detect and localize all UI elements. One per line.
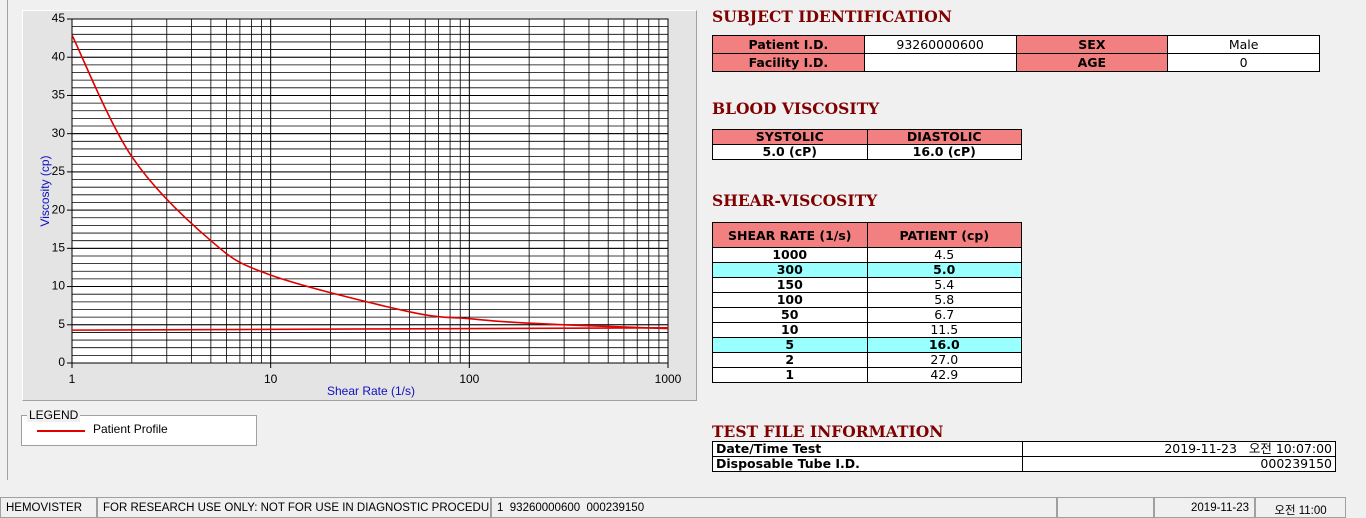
status-app: HEMOVISTER [0, 497, 97, 518]
chart: Shear Rate (1/s) Viscosity (cp) 0 5 10 15 20… [38, 11, 682, 398]
patient-cell: 16.0 [866, 337, 1022, 353]
shear-rate-cell: 100 [712, 292, 868, 308]
field-label: Patient I.D. [712, 35, 865, 54]
column-header: DIASTOLIC [866, 129, 1022, 145]
column-header: SHEAR RATE (1/s) [712, 222, 868, 248]
patient-cell: 4.5 [866, 247, 1022, 263]
table-row: Facility I.D. AGE 0 [712, 53, 1320, 72]
x-tick-label: 10 [264, 372, 278, 386]
shear-rate-cell: 10 [712, 322, 868, 338]
y-tick-label: 10 [52, 279, 66, 293]
shear-rate-cell: 2 [712, 352, 868, 368]
patient-cell: 5.0 [866, 262, 1022, 278]
table-row: 1000 4.5 [712, 247, 1022, 263]
section-title: TEST FILE INFORMATION [712, 422, 944, 441]
table-row: SYSTOLIC DIASTOLIC [712, 129, 1022, 145]
frame-left [7, 0, 8, 480]
column-header: SYSTOLIC [712, 129, 868, 145]
patient-cell: 27.0 [866, 352, 1022, 368]
status-notice: FOR RESEARCH USE ONLY: NOT FOR USE IN DI… [97, 497, 491, 518]
value-cell: 16.0 (cP) [866, 144, 1022, 160]
table-row: 100 5.8 [712, 292, 1022, 308]
status-empty [1057, 497, 1154, 518]
blood-table: SYSTOLIC DIASTOLIC 5.0 (cP) 16.0 (cP) [712, 129, 1022, 160]
status-record: 1 93260000600 000239150 [491, 497, 1057, 518]
plot-area [72, 19, 668, 363]
field-value: 0 [1167, 53, 1320, 72]
patient-cell: 5.8 [866, 292, 1022, 308]
table-row: 50 6.7 [712, 307, 1022, 323]
section-title: SHEAR-VISCOSITY [712, 191, 878, 210]
value-cell: 5.0 (cP) [712, 144, 868, 160]
info-value: 2019-11-23 오전 10:07:00 [1022, 441, 1336, 457]
table-row: 300 5.0 [712, 262, 1022, 278]
table-row: Disposable Tube I.D. 000239150 [712, 456, 1336, 472]
y-axis-label: Viscosity (cp) [38, 155, 52, 226]
x-tick-label: 1 [69, 372, 76, 386]
table-row: 5 16.0 [712, 337, 1022, 353]
info-value: 000239150 [1022, 456, 1336, 472]
field-value: 93260000600 [863, 35, 1017, 54]
field-value: Male [1167, 35, 1320, 54]
y-tick-label: 35 [52, 88, 66, 102]
status-time: 오전 11:00 [1255, 497, 1346, 518]
status-date: 2019-11-23 [1154, 497, 1255, 518]
y-tick-label: 40 [52, 49, 66, 63]
shear-rate-cell: 5 [712, 337, 868, 353]
y-tick-label: 30 [52, 126, 66, 140]
patient-cell: 42.9 [866, 367, 1022, 383]
shear-rate-cell: 1 [712, 367, 868, 383]
series-line [71, 327, 669, 331]
shear-rate-cell: 50 [712, 307, 868, 323]
test-file-table: Date/Time Test 2019-11-23 오전 10:07:00 Disp… [712, 441, 1336, 472]
info-label: Disposable Tube I.D. [712, 456, 1023, 472]
column-header: PATIENT (cp) [866, 222, 1022, 248]
y-tick-label: 15 [52, 241, 66, 255]
legend-label: Patient Profile [93, 422, 168, 436]
field-label: AGE [1015, 53, 1169, 72]
shear-table: SHEAR RATE (1/s) PATIENT (cp) 1000 4.5 300 5.… [712, 222, 1022, 383]
legend-swatch [37, 430, 85, 432]
table-row: 5.0 (cP) 16.0 (cP) [712, 144, 1022, 160]
y-tick-label: 5 [58, 317, 65, 331]
table-row: SHEAR RATE (1/s) PATIENT (cp) [712, 222, 1022, 248]
field-label: SEX [1015, 35, 1169, 54]
section-title: BLOOD VISCOSITY [712, 99, 880, 118]
plot-border [71, 18, 669, 364]
series-line [71, 34, 669, 330]
table-row: 150 5.4 [712, 277, 1022, 293]
table-row: 10 11.5 [712, 322, 1022, 338]
shear-rate-cell: 150 [712, 277, 868, 293]
patient-cell: 11.5 [866, 322, 1022, 338]
subject-table: Patient I.D. 93260000600 SEX Male Facility I… [712, 35, 1320, 72]
field-value [863, 53, 1017, 72]
patient-cell: 6.7 [866, 307, 1022, 323]
x-tick-label: 1000 [655, 372, 682, 386]
section-title: SUBJECT IDENTIFICATION [712, 7, 952, 26]
table-row: 2 27.0 [712, 352, 1022, 368]
patient-cell: 5.4 [866, 277, 1022, 293]
y-tick-label: 20 [52, 202, 66, 216]
x-tick-label: 100 [459, 372, 479, 386]
y-tick-label: 0 [58, 355, 65, 369]
shear-rate-cell: 1000 [712, 247, 868, 263]
x-axis-label: Shear Rate (1/s) [327, 384, 415, 398]
table-row: 1 42.9 [712, 367, 1022, 383]
legend-title: LEGEND [27, 408, 81, 422]
y-tick-label: 45 [52, 11, 66, 25]
field-label: Facility I.D. [712, 53, 865, 72]
table-row: Date/Time Test 2019-11-23 오전 10:07:00 [712, 441, 1336, 457]
y-tick-label: 25 [52, 164, 66, 178]
table-row: Patient I.D. 93260000600 SEX Male [712, 35, 1320, 54]
shear-rate-cell: 300 [712, 262, 868, 278]
info-label: Date/Time Test [712, 441, 1023, 457]
